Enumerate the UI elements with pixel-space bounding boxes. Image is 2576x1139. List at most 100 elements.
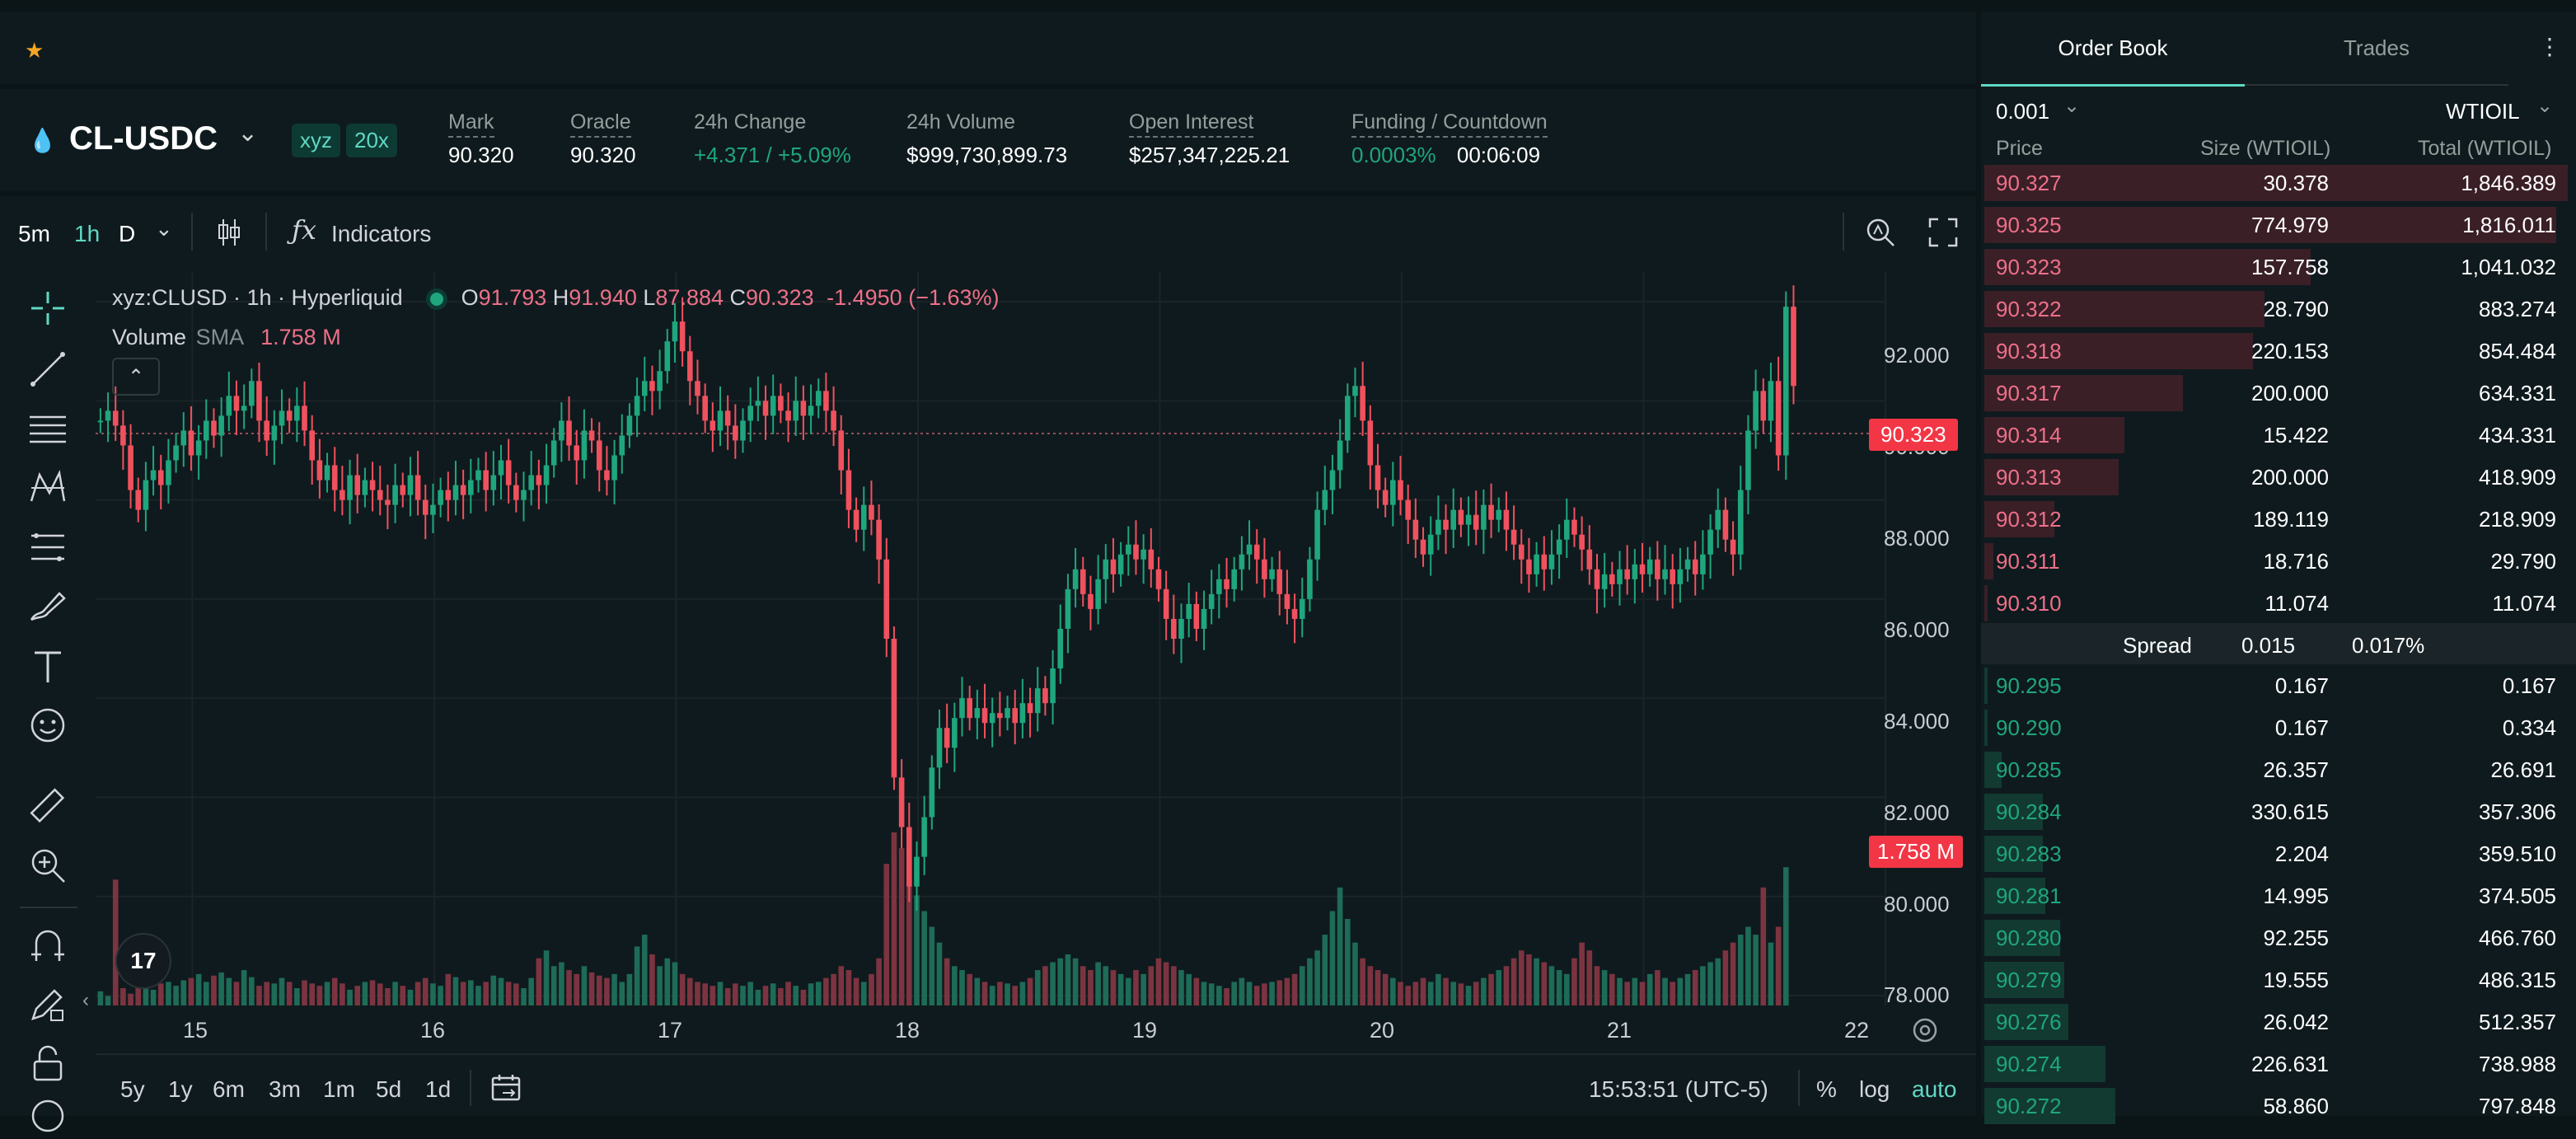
candle-body [1737,490,1744,555]
volume-bar [490,975,497,1005]
unlock-icon[interactable] [25,1040,71,1086]
lock-draw-icon[interactable] [25,981,71,1027]
function-icon[interactable]: ƒx [292,214,316,246]
tab-trades[interactable]: Trades [2245,12,2508,86]
ask-row[interactable]: 90.322 28.790 883.274 [1984,289,2568,329]
crosshair-icon[interactable] [25,285,71,331]
chevron-down-icon[interactable]: ⌄ [237,120,259,147]
timeframe-1h[interactable]: 1h [74,221,101,246]
volume-bar [1231,982,1238,1005]
range-5y[interactable]: 5y [120,1076,145,1102]
horizontal-lines-icon[interactable] [25,405,71,452]
tick-size-select[interactable]: 0.001 [1996,99,2050,124]
bid-row[interactable]: 90.274 226.631 738.988 [1984,1044,2568,1084]
trend-line-icon[interactable] [25,346,71,392]
candle-body [1601,574,1608,589]
log-toggle[interactable]: log [1859,1076,1890,1102]
tab-order-book[interactable]: Order Book [1981,12,2245,87]
ask-row[interactable]: 90.314 15.422 434.331 [1984,415,2568,455]
text-icon[interactable] [25,643,71,689]
volume-bar [279,977,285,1005]
volume-bar [150,989,157,1005]
tradingview-logo[interactable]: 17 [117,935,170,987]
timeframe-5m[interactable]: 5m [18,221,50,246]
candle-type-icon[interactable] [216,218,242,247]
range-5d[interactable]: 5d [376,1076,402,1102]
chevron-down-icon[interactable]: ⌄ [2063,95,2081,117]
ask-row[interactable]: 90.323 157.758 1,041.032 [1984,247,2568,287]
chevron-down-icon[interactable]: ⌄ [2536,95,2554,117]
range-3m[interactable]: 3m [269,1076,301,1102]
indicators-button[interactable]: Indicators [331,221,432,246]
ask-row[interactable]: 90.317 200.000 634.331 [1984,373,2568,413]
candle-body [1155,569,1162,589]
range-1d[interactable]: 1d [425,1076,452,1102]
emoji-icon[interactable] [25,702,71,748]
ask-row[interactable]: 90.312 189.119 218.909 [1984,499,2568,539]
candle-body [1571,519,1577,535]
ruler-icon[interactable] [25,783,71,829]
unit-select[interactable]: WTIOIL [2446,99,2520,124]
bid-row[interactable]: 90.284 330.615 357.306 [1984,792,2568,832]
percent-toggle[interactable]: % [1816,1076,1837,1102]
candle-body [1140,549,1146,560]
zoom-in-icon[interactable] [25,842,71,888]
bid-row[interactable]: 90.283 2.204 359.510 [1984,834,2568,874]
ask-row[interactable]: 90.318 220.153 854.484 [1984,331,2568,371]
volume-bar [641,935,648,1005]
bid-row[interactable]: 90.276 26.042 512.357 [1984,1002,2568,1042]
search-zoom-icon[interactable] [1864,216,1897,249]
chevron-down-icon[interactable]: ⌄ [155,216,173,241]
range-6m[interactable]: 6m [213,1076,245,1102]
price-tick: 80.000 [1884,892,1950,916]
auto-toggle[interactable]: auto [1912,1076,1957,1102]
eye-icon[interactable] [25,1093,71,1139]
bid-price: 90.290 [1996,715,2062,740]
volume-bar [959,970,965,1005]
ask-row[interactable]: 90.327 30.378 1,846.389 [1984,163,2568,203]
bid-row[interactable]: 90.285 26.357 26.691 [1984,750,2568,790]
more-options-icon[interactable]: ⋮ [2538,34,2561,59]
visibility-dot[interactable] [430,292,444,306]
volume-bar [1503,966,1510,1005]
bid-row[interactable]: 90.279 19.555 486.315 [1984,960,2568,1000]
magnet-icon[interactable] [25,921,71,968]
date-range-icon[interactable] [491,1073,524,1103]
bid-row[interactable]: 90.290 0.167 0.334 [1984,708,2568,748]
clock[interactable]: 15:53:51 (UTC-5) [1589,1076,1768,1102]
bid-row[interactable]: 90.281 14.995 374.505 [1984,876,2568,916]
volume-bar [415,982,421,1005]
bid-row[interactable]: 90.295 0.167 0.167 [1984,666,2568,705]
candle-body [869,504,874,520]
brush-icon[interactable] [25,584,71,630]
candle-body [1110,559,1117,574]
axis-settings-icon[interactable] [1910,1015,1940,1045]
pattern-icon[interactable] [25,465,71,511]
bid-row[interactable]: 90.272 58.860 797.848 [1984,1086,2568,1126]
star-icon[interactable]: ★ [25,38,44,63]
tag-leverage[interactable]: 20x [346,124,397,157]
bid-size: 226.631 [2251,1052,2329,1076]
bid-row[interactable]: 90.280 92.255 466.760 [1984,918,2568,958]
range-1m[interactable]: 1m [323,1076,355,1102]
candle-body [1481,504,1487,530]
symbol-name[interactable]: CL-USDC [69,120,218,157]
volume-bar [233,982,240,1005]
ask-size: 11.074 [2265,591,2329,616]
collapse-tools-icon[interactable]: ‹ [82,989,89,1011]
bid-total: 357.306 [2479,799,2556,824]
candle-body [1700,554,1706,574]
ask-total: 634.331 [2479,381,2556,405]
volume-bar [815,982,822,1005]
ask-row[interactable]: 90.311 18.716 29.790 [1984,541,2568,581]
collapse-legend-button[interactable]: ⌃ [112,358,160,396]
candle-body [279,410,285,426]
ask-row[interactable]: 90.313 200.000 418.909 [1984,457,2568,497]
timeframe-d[interactable]: D [119,221,136,246]
fullscreen-icon[interactable] [1928,218,1958,247]
range-1y[interactable]: 1y [168,1076,193,1102]
ask-row[interactable]: 90.310 11.074 11.074 [1984,584,2568,623]
price-chart[interactable] [96,272,1978,1014]
ask-row[interactable]: 90.325 774.979 1,816.011 [1984,205,2568,245]
fib-icon[interactable] [25,524,71,570]
